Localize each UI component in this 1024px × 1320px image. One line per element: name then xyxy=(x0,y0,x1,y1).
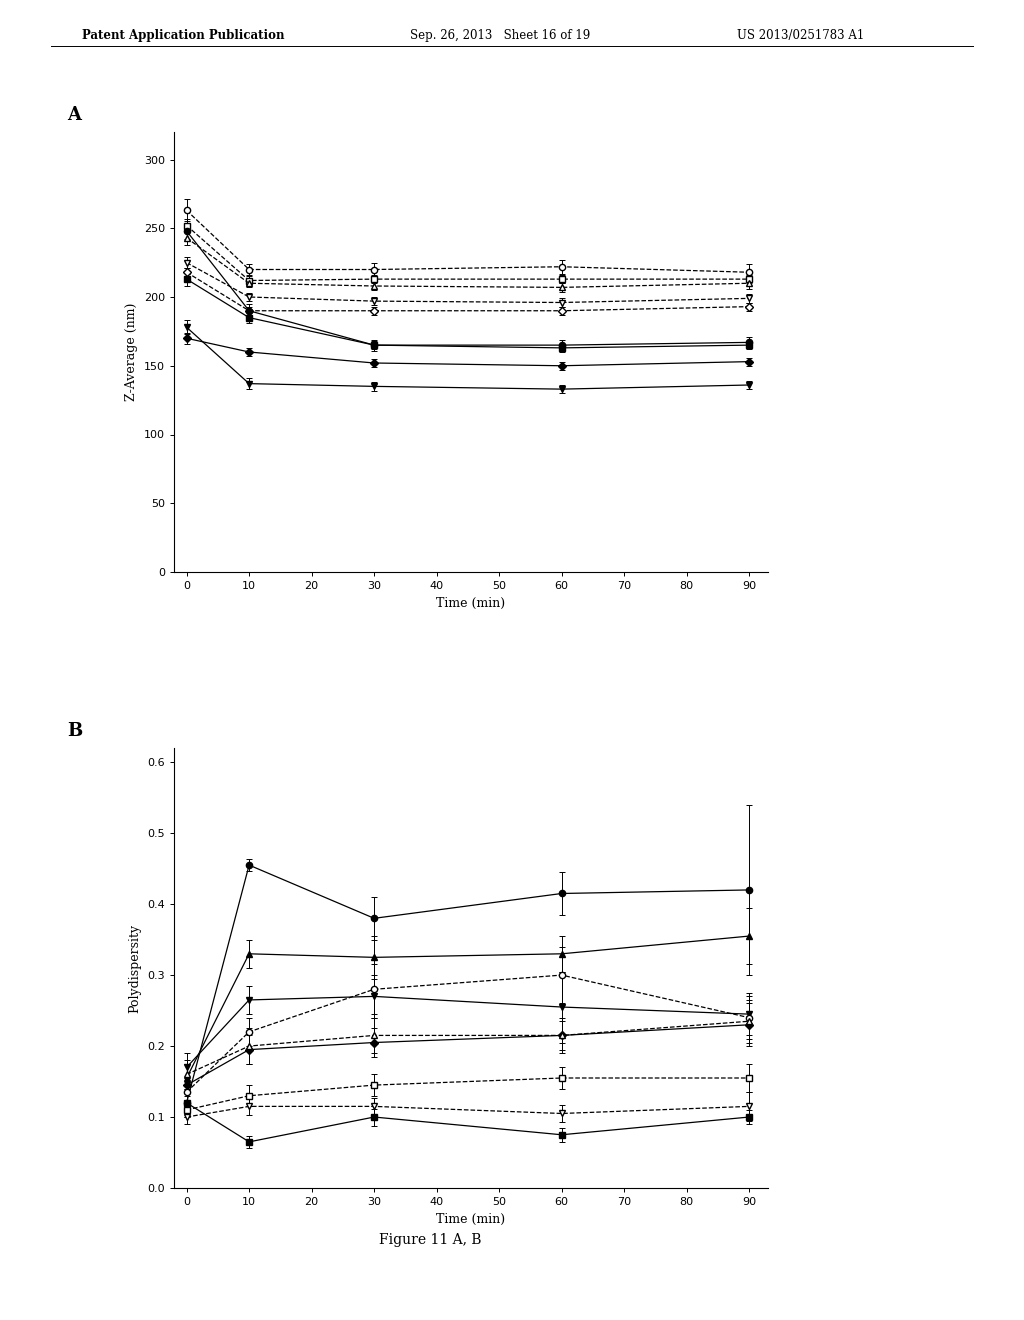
Text: Figure 11 A, B: Figure 11 A, B xyxy=(379,1233,481,1247)
Text: Sep. 26, 2013   Sheet 16 of 19: Sep. 26, 2013 Sheet 16 of 19 xyxy=(410,29,590,42)
Text: A: A xyxy=(68,106,81,124)
Y-axis label: Polydispersity: Polydispersity xyxy=(129,924,141,1012)
Text: Patent Application Publication: Patent Application Publication xyxy=(82,29,285,42)
Y-axis label: Z-Average (nm): Z-Average (nm) xyxy=(125,302,138,401)
Text: B: B xyxy=(68,722,82,739)
Text: US 2013/0251783 A1: US 2013/0251783 A1 xyxy=(737,29,864,42)
X-axis label: Time (min): Time (min) xyxy=(436,597,506,610)
X-axis label: Time (min): Time (min) xyxy=(436,1213,506,1225)
